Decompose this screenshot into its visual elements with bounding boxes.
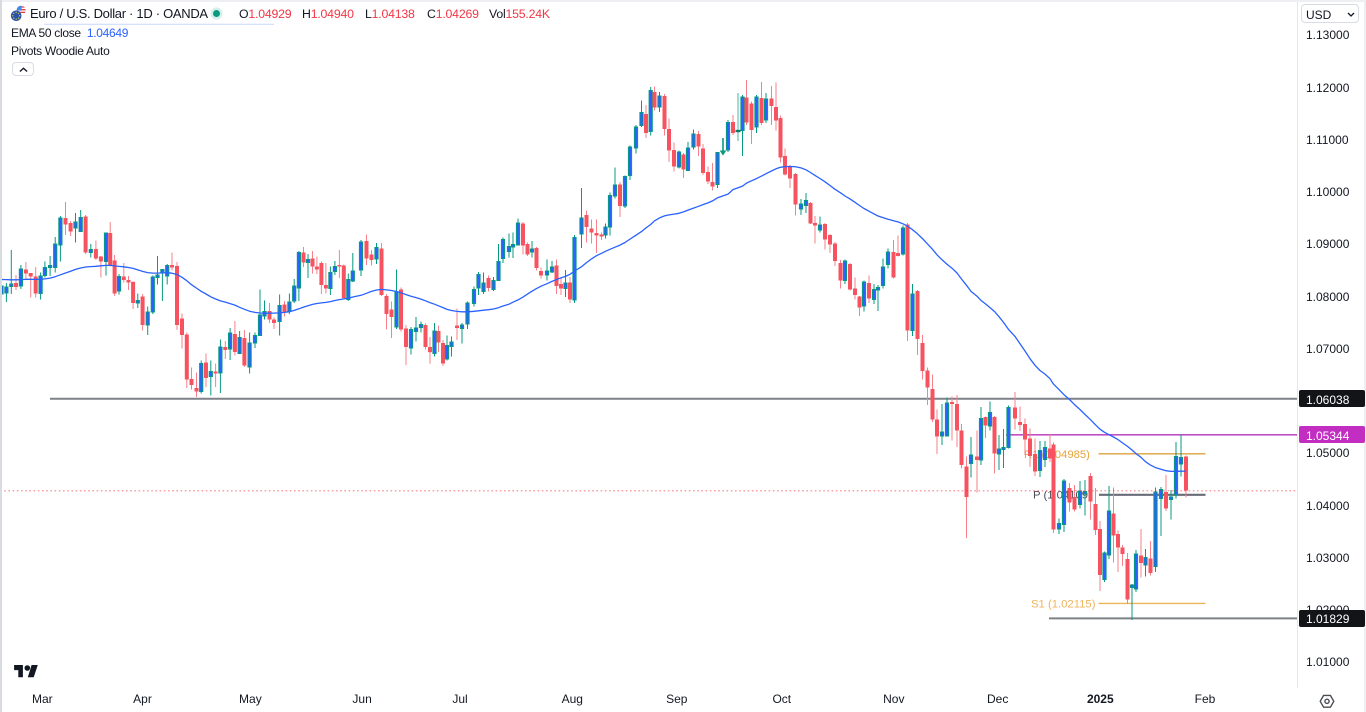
svg-text:S1 (1.02115): S1 (1.02115) [1031,599,1096,611]
